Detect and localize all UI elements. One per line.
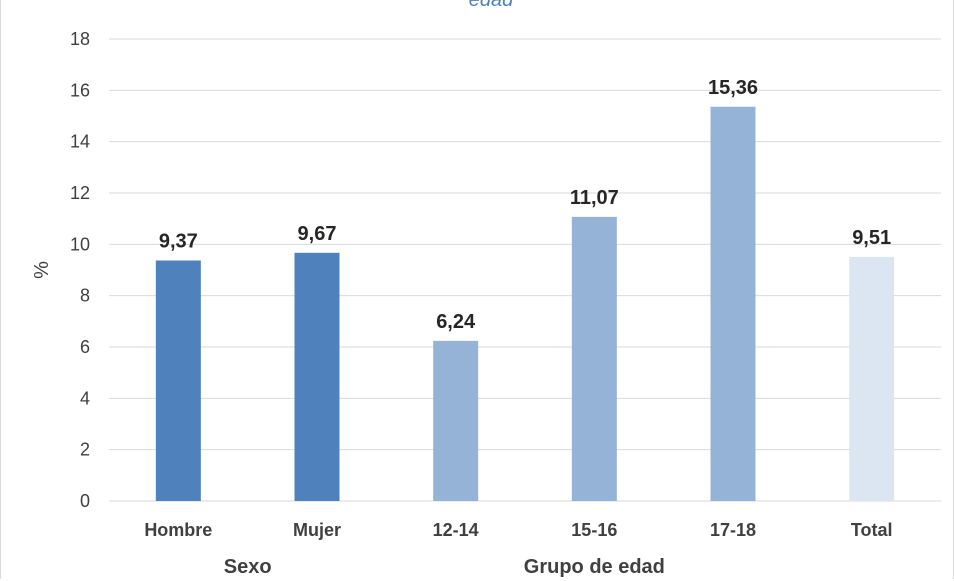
y-tick-label: 16: [70, 80, 90, 100]
x-tick-label: 12-14: [433, 520, 479, 540]
x-tick-label: 17-18: [710, 520, 756, 540]
x-tick-label: Mujer: [293, 520, 341, 540]
group-label: Grupo de edad: [524, 556, 665, 578]
y-tick-label: 18: [70, 29, 90, 49]
bars: [155, 106, 895, 501]
data-label: 9,37: [159, 231, 198, 253]
x-tick-labels: Hombre Mujer 12-14 15-16 17-18 Total: [144, 520, 892, 540]
x-tick-label: 15-16: [571, 520, 617, 540]
x-tick-label: Hombre: [144, 520, 212, 540]
y-tick-label: 6: [80, 337, 90, 357]
y-tick-label: 8: [80, 286, 90, 306]
bar: [294, 252, 340, 501]
data-label: 11,07: [570, 187, 619, 209]
bar: [849, 256, 895, 501]
y-axis-label: %: [31, 261, 53, 279]
bar: [433, 340, 479, 501]
data-label: 9,51: [852, 227, 891, 249]
data-label: 9,67: [298, 223, 337, 245]
data-label: 15,36: [708, 77, 758, 99]
bar: [710, 106, 756, 501]
y-tick-label: 2: [80, 440, 90, 460]
data-label: 6,24: [436, 311, 476, 333]
x-tick-label: Total: [851, 520, 893, 540]
y-tick-labels: 0 2 4 6 8 10 12 14 16 18: [70, 29, 90, 511]
bar: [155, 260, 201, 501]
group-label: Sexo: [224, 556, 272, 578]
y-tick-label: 4: [80, 388, 90, 408]
y-tick-label: 12: [70, 183, 90, 203]
gridlines: [109, 38, 941, 502]
chart-title-fragment: edad: [469, 0, 514, 11]
data-labels: 9,37 9,67 6,24 11,07 15,36 9,51: [159, 77, 891, 333]
group-labels: Sexo Grupo de edad: [224, 556, 665, 578]
y-tick-label: 0: [80, 491, 90, 511]
y-tick-label: 10: [70, 234, 90, 254]
bar: [571, 216, 617, 501]
y-tick-label: 14: [70, 132, 90, 152]
